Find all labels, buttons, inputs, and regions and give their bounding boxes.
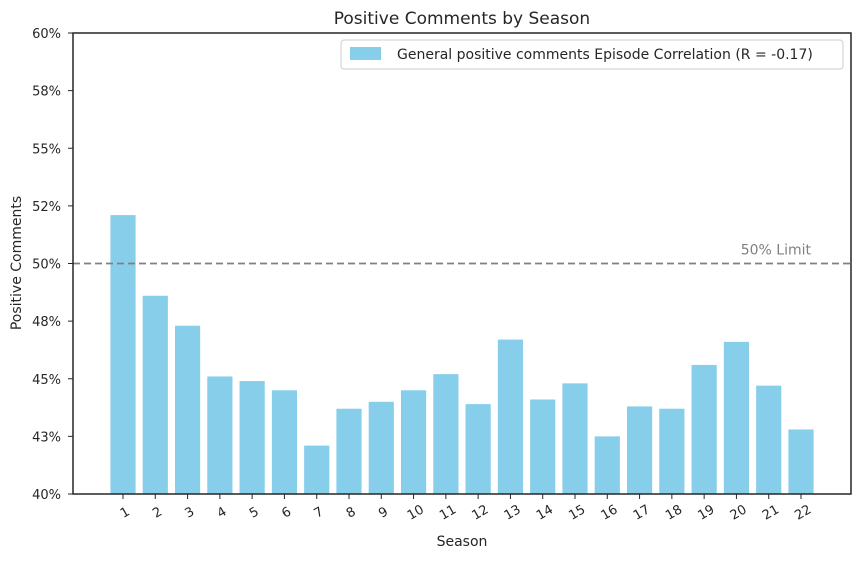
y-tick-label: 50% (32, 258, 61, 273)
x-tick-label: 22 (792, 502, 814, 523)
bar-season-11 (433, 374, 459, 494)
x-tick-label: 2 (150, 504, 165, 521)
bar-season-5 (239, 381, 265, 494)
bars-group (110, 215, 814, 494)
x-tick-label: 12 (469, 502, 491, 523)
bar-season-7 (304, 445, 330, 494)
reference-line-label: 50% Limit (741, 243, 812, 259)
x-tick-label: 7 (312, 504, 327, 521)
x-tick-label: 18 (663, 502, 685, 523)
y-tick-label: 52% (32, 200, 61, 215)
bar-season-9 (368, 401, 394, 494)
y-tick-label: 58% (32, 85, 61, 100)
x-tick-label: 11 (437, 502, 459, 523)
bar-season-19 (691, 364, 717, 494)
bar-season-10 (400, 390, 427, 494)
bar-season-1 (110, 215, 136, 494)
bar-season-2 (142, 295, 168, 494)
bar-season-13 (497, 339, 524, 494)
bar-season-12 (465, 404, 491, 494)
x-tick-label: 4 (215, 504, 230, 521)
x-tick-label: 13 (502, 502, 524, 523)
bar-season-6 (271, 390, 298, 494)
y-tick-label: 40% (32, 488, 61, 503)
y-tick-label: 55% (32, 142, 61, 157)
y-tick-label: 43% (32, 430, 61, 445)
bar-season-22 (788, 429, 814, 494)
plot-frame (72, 32, 852, 495)
x-tick-label: 17 (631, 502, 653, 523)
bar-season-16 (594, 436, 620, 494)
legend-swatch (350, 47, 381, 60)
chart-title: Positive Comments by Season (334, 9, 590, 29)
bar-season-14 (530, 399, 556, 494)
x-tick-label: 5 (247, 504, 262, 521)
bar-season-17 (626, 406, 653, 494)
bar-season-15 (562, 383, 588, 494)
bar-season-21 (756, 385, 782, 494)
legend-label: General positive comments Episode Correl… (397, 47, 813, 63)
y-tick-label: 45% (32, 373, 61, 388)
y-axis: 40% 43% 45% 48% 50% 52% 55% 58% 60% (32, 27, 73, 503)
x-tick-label: 20 (728, 502, 750, 523)
y-axis-label: Positive Comments (9, 196, 25, 330)
x-tick-label: 6 (279, 504, 294, 521)
x-tick-label: 8 (344, 504, 359, 521)
x-tick-label: 3 (182, 504, 197, 521)
bar-season-4 (207, 376, 233, 494)
x-axis-label: Season (437, 534, 488, 550)
x-tick-label: 16 (599, 502, 621, 523)
y-tick-label: 48% (32, 315, 61, 330)
bar-season-18 (659, 408, 685, 494)
x-tick-label: 21 (760, 502, 782, 523)
legend-box (340, 39, 844, 70)
x-tick-label: 19 (695, 502, 717, 523)
y-tick-label: 60% (32, 27, 61, 42)
bar-season-20 (723, 341, 750, 494)
bar-season-8 (336, 408, 362, 494)
x-tick-label: 15 (566, 502, 588, 523)
bar-season-3 (174, 325, 201, 494)
legend: General positive comments Episode Correl… (340, 39, 844, 70)
x-tick-label: 9 (376, 504, 391, 521)
x-tick-label: 14 (534, 502, 556, 523)
x-tick-label: 10 (405, 502, 427, 523)
x-tick-label: 1 (118, 504, 133, 521)
reference-line-group: 50% Limit (73, 243, 851, 265)
x-axis: 1 2 3 4 5 6 7 8 9 10 11 12 13 14 15 16 17 18 19 20 21 22 (118, 494, 814, 524)
